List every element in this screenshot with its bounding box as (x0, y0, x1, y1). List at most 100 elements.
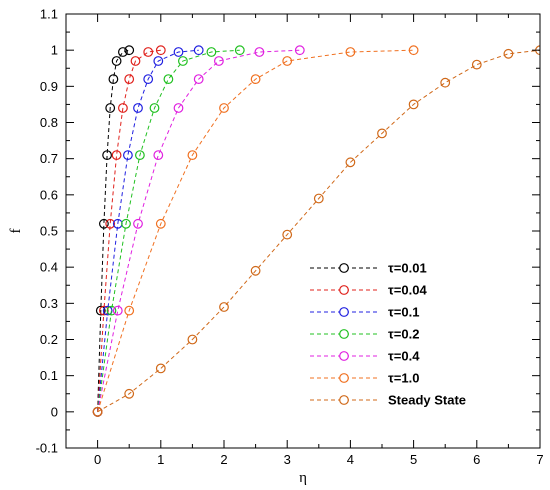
legend-item: τ=0.1 (310, 305, 419, 320)
legend-label: τ=1.0 (388, 371, 419, 386)
data-point (149, 103, 160, 113)
y-tick-label: 1.1 (40, 7, 58, 22)
data-point (102, 150, 112, 161)
y-tick-label: 0.6 (40, 187, 58, 202)
x-tick-label: 0 (94, 452, 101, 467)
data-point (173, 103, 184, 113)
data-point (124, 45, 135, 56)
series-2 (92, 45, 204, 417)
x-tick-label: 3 (284, 452, 291, 467)
data-point (124, 388, 135, 399)
data-point (124, 305, 135, 316)
x-tick-label: 5 (410, 452, 417, 467)
series-line (97, 49, 300, 412)
data-point (134, 150, 145, 161)
data-point (155, 45, 166, 56)
data-point (440, 77, 451, 88)
y-tick-label: 0.5 (40, 224, 58, 239)
legend-item: τ=0.04 (310, 283, 427, 298)
data-point (143, 74, 154, 84)
y-axis-title: f (8, 229, 24, 234)
data-point (111, 56, 122, 66)
data-point (143, 47, 154, 57)
axes: 0 1 2 3 4 5 6 7 -0.1 0 0.1 0.2 0.3 0.4 0.5 0.6 0.7 0.8 0.9… (36, 7, 544, 468)
data-point (282, 56, 293, 66)
data-point (112, 305, 123, 316)
legend-item: τ=0.4 (310, 349, 420, 364)
series-3 (92, 45, 245, 417)
data-point (111, 150, 122, 161)
data-point (250, 265, 261, 276)
x-tick-label: 7 (536, 452, 543, 467)
data-point (102, 305, 113, 316)
legend-label: τ=0.2 (388, 327, 419, 342)
y-tick-label: -0.1 (36, 441, 58, 456)
legend-label: τ=0.1 (388, 305, 419, 320)
x-tick-label: 1 (157, 452, 164, 467)
data-point (155, 218, 166, 229)
series-line (97, 49, 240, 412)
data-point (130, 56, 141, 66)
legend-item: τ=1.0 (310, 371, 419, 386)
data-point (95, 305, 106, 316)
data-point (250, 74, 261, 84)
y-tick-label: 0.1 (40, 368, 58, 383)
legend-item: τ=0.01 (310, 261, 427, 276)
y-tick-label: 0.3 (40, 296, 58, 311)
y-tick-label: 0.7 (40, 151, 58, 166)
data-point (121, 218, 131, 229)
y-tick-label: 0.2 (40, 332, 58, 347)
legend-marker (339, 351, 349, 361)
series-1 (92, 45, 166, 417)
series-line (97, 49, 199, 412)
data-point (471, 59, 482, 70)
data-point (153, 56, 164, 66)
legend-item: Steady State (310, 393, 466, 408)
data-point (313, 193, 324, 204)
data-point (163, 74, 174, 84)
legend-marker (339, 395, 349, 405)
data-point (377, 128, 387, 139)
data-point (282, 229, 293, 240)
data-point (177, 56, 188, 66)
data-point (345, 47, 356, 57)
data-point (92, 406, 103, 417)
data-point (153, 150, 164, 161)
x-tick-label: 2 (220, 452, 227, 467)
series-line (97, 49, 130, 412)
y-tick-label: 0.9 (40, 79, 58, 94)
data-point (124, 74, 135, 84)
data-point (106, 305, 117, 316)
legend: τ=0.01 τ=0.04 τ=0.1 τ=0.2 τ=0.4 τ=1.0 Steady S… (304, 254, 526, 414)
series-line (97, 49, 161, 412)
data-point (213, 56, 224, 66)
y-tick-label: 1 (51, 43, 58, 58)
data-point (294, 45, 305, 56)
data-point (105, 218, 116, 229)
legend-label: Steady State (388, 393, 466, 408)
data-point (105, 103, 116, 113)
data-point (98, 218, 109, 229)
data-point (108, 74, 119, 84)
data-point (234, 45, 245, 56)
data-point (503, 48, 514, 59)
data-point (206, 47, 217, 57)
y-tick-label: 0 (51, 404, 58, 419)
data-point (408, 45, 419, 56)
x-tick-label: 4 (347, 452, 354, 467)
y-tick-label: 0.4 (40, 260, 58, 275)
data-point (193, 74, 204, 84)
data-point (408, 99, 419, 110)
data-point (173, 47, 184, 57)
data-point (254, 47, 265, 57)
series-0 (92, 45, 135, 417)
data-point (117, 103, 128, 113)
legend-label: τ=0.01 (388, 261, 427, 276)
data-point (219, 103, 229, 113)
series-line (97, 49, 540, 413)
legend-label: τ=0.4 (388, 349, 420, 364)
data-point (122, 150, 133, 161)
legend-marker (339, 307, 349, 317)
